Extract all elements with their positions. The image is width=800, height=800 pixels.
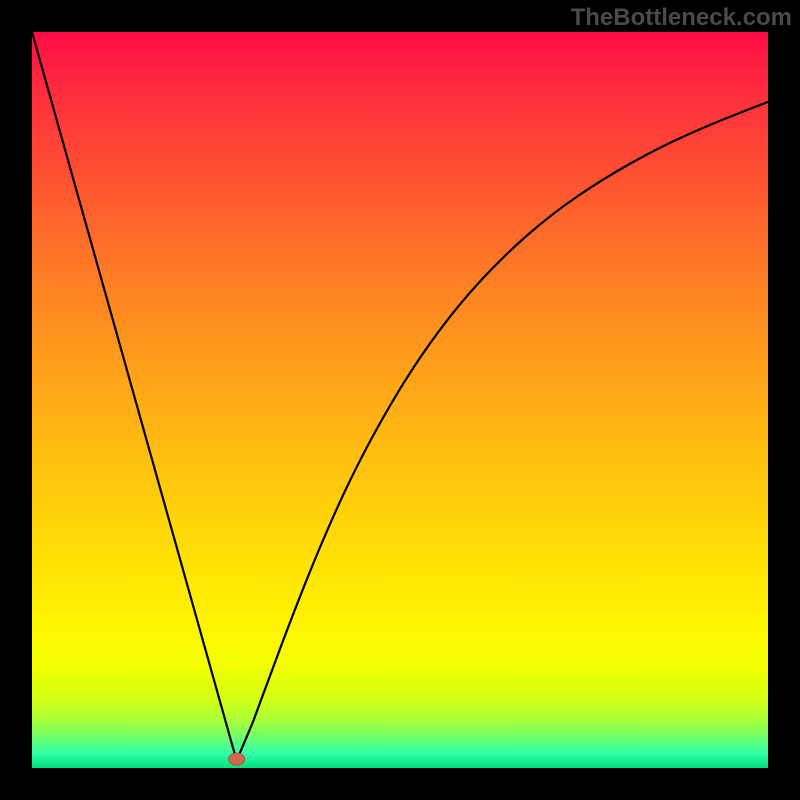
optimum-marker bbox=[229, 753, 245, 765]
watermark-text: TheBottleneck.com bbox=[571, 4, 792, 32]
curve-layer bbox=[32, 32, 768, 768]
plot-area bbox=[32, 32, 768, 768]
bottleneck-curve bbox=[32, 32, 768, 761]
chart-root: TheBottleneck.com bbox=[0, 0, 800, 800]
